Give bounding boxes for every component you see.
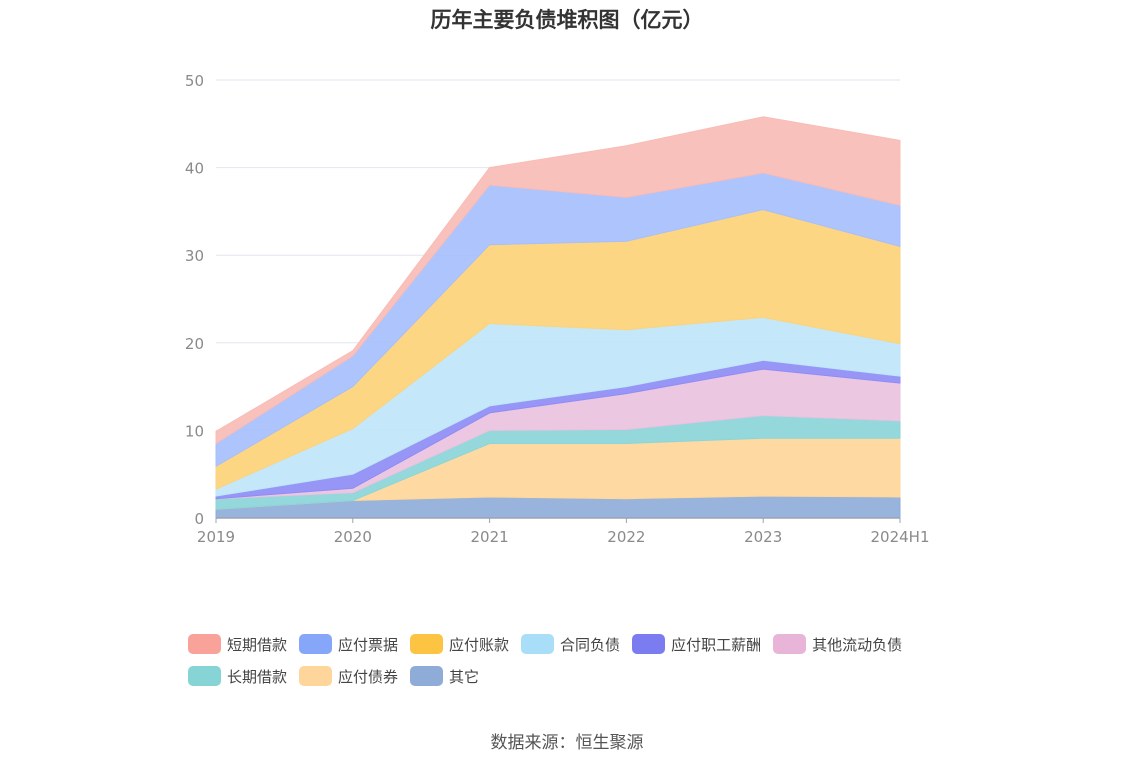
legend-item[interactable]: 应付账款 [410,628,509,660]
legend-item[interactable]: 应付职工薪酬 [632,628,761,660]
y-tick-label: 50 [185,72,204,90]
legend-swatch [188,666,221,686]
y-tick-label: 40 [185,160,204,178]
legend-label: 应付票据 [338,635,399,654]
legend-swatch [188,634,221,654]
legend-swatch [521,634,555,654]
area-series-group [215,116,901,519]
legend-label: 应付债券 [338,667,399,686]
x-tick-label: 2023 [744,528,782,546]
legend-item[interactable]: 合同负债 [521,628,620,660]
legend-swatch [410,666,444,686]
stacked-area-chart: 0 10 20 30 40 50 2019 2020 2021 2022 2023 2024H1 [185,72,930,546]
legend-label: 其他流动负债 [812,635,903,654]
x-tick-label: 2022 [607,528,645,546]
legend-label: 应付职工薪酬 [671,635,762,654]
legend-label: 其它 [449,667,480,686]
legend-swatch [299,666,333,686]
legend-item[interactable]: 应付债券 [299,660,398,692]
x-tick-label: 2019 [197,528,235,546]
y-tick-label: 20 [185,335,204,353]
legend: 短期借款 应付票据 应付账款 合同负债 应付职工薪酬 其他流动负债长期借款 应付债券 其它 [188,628,978,692]
legend-swatch [773,634,807,654]
legend-label: 应付账款 [449,635,510,654]
axes: 0 10 20 30 40 50 2019 2020 2021 2022 2023 2024H1 [185,72,930,546]
legend-swatch [299,634,333,654]
data-source: 数据来源：恒生聚源 [490,733,644,753]
legend-item[interactable]: 应付票据 [299,628,398,660]
legend-item[interactable]: 其他流动负债 [773,628,902,660]
legend-label: 短期借款 [227,635,288,654]
chart-title: 历年主要负债堆积图（亿元） [430,8,704,32]
area-series [215,116,901,445]
y-tick-label: 10 [185,422,204,440]
legend-label: 长期借款 [227,667,288,686]
legend-label: 合同负债 [560,635,621,654]
legend-item[interactable]: 其它 [410,660,479,692]
legend-item[interactable]: 短期借款 [188,628,287,660]
legend-swatch [632,634,666,654]
x-tick-label: 2021 [471,528,509,546]
legend-item[interactable]: 长期借款 [188,660,287,692]
y-tick-label: 30 [185,247,204,265]
y-tick-label: 0 [194,510,204,528]
x-tick-label: 2024H1 [871,528,930,546]
x-tick-label: 2020 [334,528,372,546]
legend-swatch [410,634,444,654]
